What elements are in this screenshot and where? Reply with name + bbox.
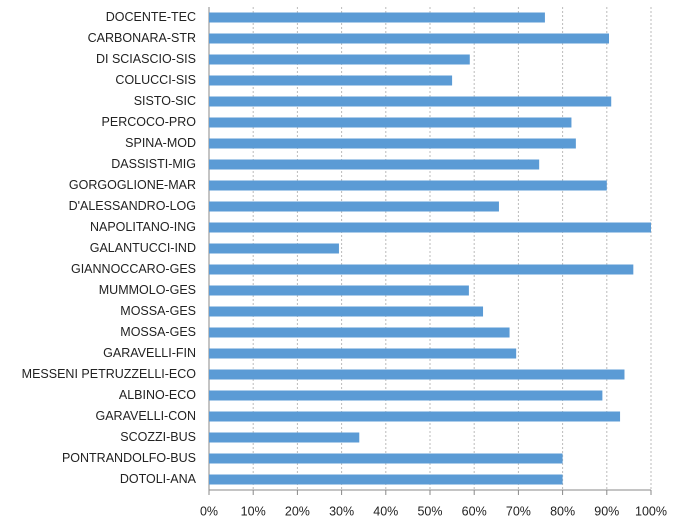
x-tick-label: 90% [594,504,619,518]
y-tick-label: DASSISTI-MIG [111,157,196,171]
y-tick-label: SISTO-SIC [134,94,196,108]
x-tick-label: 70% [506,504,531,518]
x-tick-label: 10% [241,504,266,518]
bar [209,138,576,149]
y-tick-label: SPINA-MOD [125,136,196,150]
bar [209,117,572,128]
y-tick-label: DOTOLI-ANA [120,472,197,486]
y-tick-label: MOSSA-GES [120,325,196,339]
y-tick-label: CARBONARA-STR [88,31,196,45]
bar [209,96,612,107]
y-tick-label: MUMMOLO-GES [99,283,196,297]
y-tick-label: NAPOLITANO-ING [90,220,196,234]
bar [209,306,484,317]
x-tick-label: 20% [285,504,310,518]
y-tick-label: GARAVELLI-CON [96,409,197,423]
bar [209,348,517,359]
x-tick-label: 50% [417,504,442,518]
bar [209,432,360,443]
x-tick-label: 100% [635,504,667,518]
y-tick-label: PONTRANDOLFO-BUS [62,451,196,465]
y-tick-label: SCOZZI-BUS [120,430,196,444]
bar [209,453,563,464]
y-tick-label: GIANNOCCARO-GES [71,262,196,276]
bar [209,54,470,65]
y-tick-label: GALANTUCCI-IND [90,241,196,255]
bar [209,75,453,86]
bar [209,33,610,44]
bar [209,12,545,23]
x-tick-label: 80% [550,504,575,518]
y-tick-label: DOCENTE-TEC [106,10,196,24]
bar [209,180,607,191]
bar [209,474,563,485]
bar [209,369,625,380]
y-tick-label: ALBINO-ECO [119,388,196,402]
y-tick-label: D'ALESSANDRO-LOG [69,199,196,213]
bar [209,201,499,212]
bar [209,390,603,401]
bar [209,222,651,233]
y-tick-label: MESSENI PETRUZZELLI-ECO [22,367,197,381]
y-tick-label: GORGOGLIONE-MAR [69,178,196,192]
x-tick-label: 0% [200,504,218,518]
x-tick-label: 40% [373,504,398,518]
bar [209,159,540,170]
y-tick-label: DI SCIASCIO-SIS [96,52,196,66]
bar [209,327,510,338]
y-tick-label: GARAVELLI-FIN [103,346,196,360]
x-tick-label: 60% [462,504,487,518]
bar [209,411,621,422]
bar [209,264,634,275]
x-tick-label: 30% [329,504,354,518]
bar [209,285,469,296]
y-tick-label: COLUCCI-SIS [115,73,196,87]
y-tick-label: MOSSA-GES [120,304,196,318]
bar [209,243,339,254]
y-tick-label: PERCOCO-PRO [102,115,197,129]
